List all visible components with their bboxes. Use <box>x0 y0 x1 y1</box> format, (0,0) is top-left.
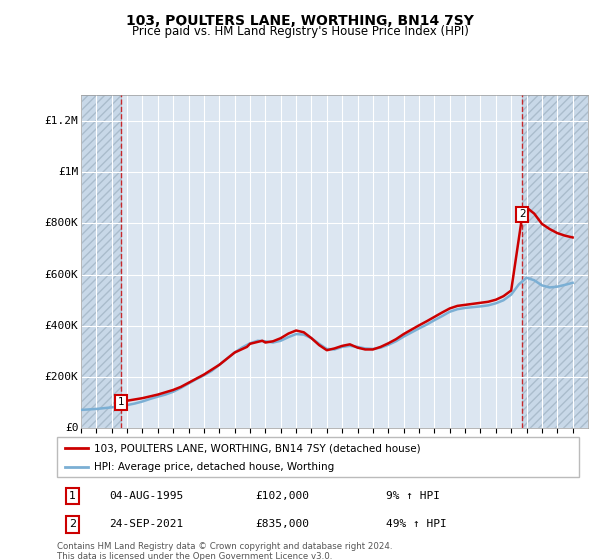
Text: Price paid vs. HM Land Registry's House Price Index (HPI): Price paid vs. HM Land Registry's House … <box>131 25 469 38</box>
Text: £102,000: £102,000 <box>256 491 310 501</box>
Text: 24-SEP-2021: 24-SEP-2021 <box>109 520 184 529</box>
Text: £0: £0 <box>65 423 79 433</box>
FancyBboxPatch shape <box>57 437 579 477</box>
Text: £400K: £400K <box>45 321 79 331</box>
Text: £835,000: £835,000 <box>256 520 310 529</box>
Text: £1M: £1M <box>58 167 79 177</box>
Text: £1.2M: £1.2M <box>45 116 79 126</box>
Text: 1: 1 <box>118 397 124 407</box>
Text: £200K: £200K <box>45 372 79 382</box>
Text: 1: 1 <box>69 491 76 501</box>
Text: 04-AUG-1995: 04-AUG-1995 <box>109 491 184 501</box>
Text: 2: 2 <box>69 520 76 529</box>
Text: 103, POULTERS LANE, WORTHING, BN14 7SY (detached house): 103, POULTERS LANE, WORTHING, BN14 7SY (… <box>94 443 420 453</box>
Text: 103, POULTERS LANE, WORTHING, BN14 7SY: 103, POULTERS LANE, WORTHING, BN14 7SY <box>126 14 474 28</box>
Text: Contains HM Land Registry data © Crown copyright and database right 2024.
This d: Contains HM Land Registry data © Crown c… <box>57 542 392 560</box>
Text: £800K: £800K <box>45 218 79 228</box>
Text: £600K: £600K <box>45 269 79 279</box>
Text: 2: 2 <box>519 209 526 220</box>
Text: HPI: Average price, detached house, Worthing: HPI: Average price, detached house, Wort… <box>94 461 334 472</box>
Text: 9% ↑ HPI: 9% ↑ HPI <box>386 491 440 501</box>
Text: 49% ↑ HPI: 49% ↑ HPI <box>386 520 446 529</box>
